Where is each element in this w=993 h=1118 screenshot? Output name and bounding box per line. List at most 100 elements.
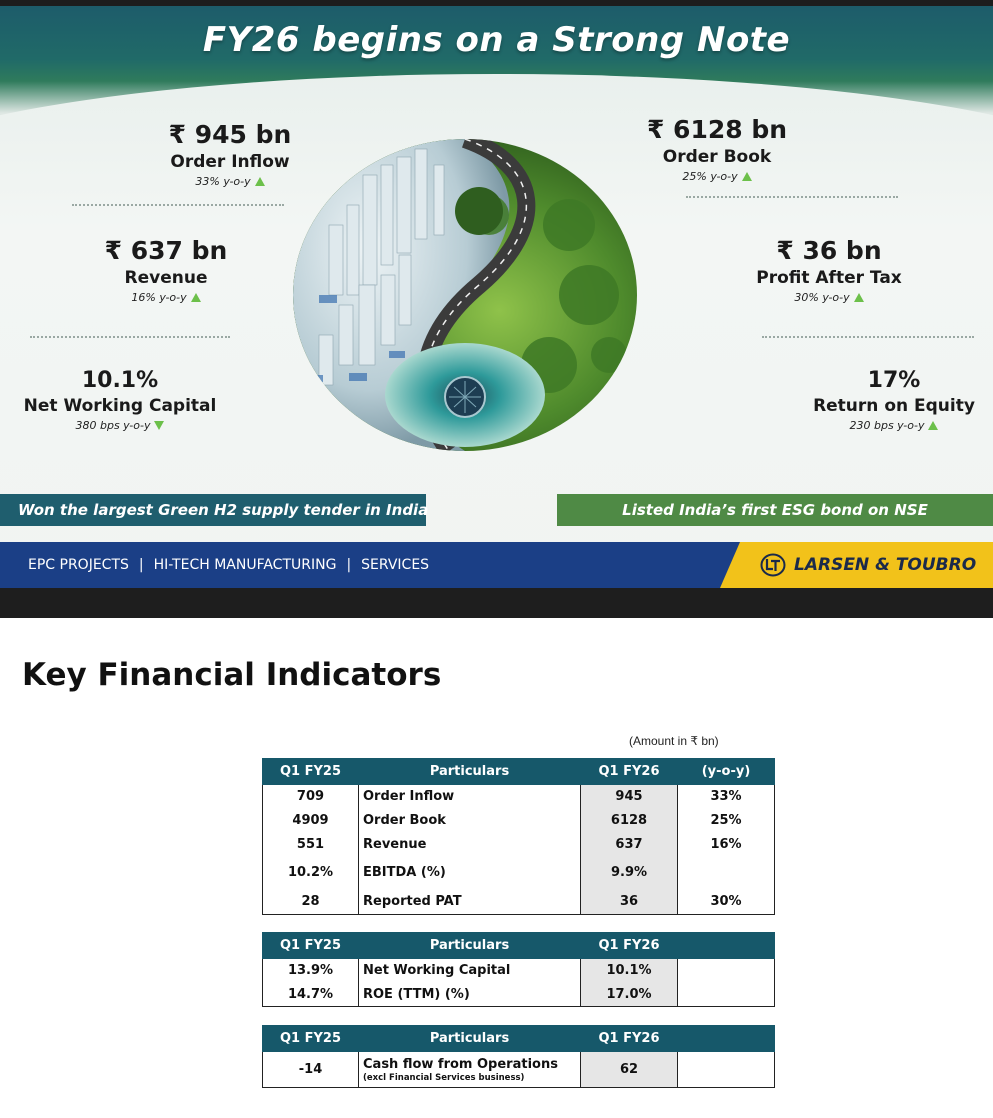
callout-green-h2: Won the largest Green H2 supply tender i…: [0, 494, 428, 526]
cell: Revenue: [358, 832, 581, 857]
cell: 62: [580, 1051, 678, 1088]
table-row: 551 Revenue 637 16%: [262, 832, 775, 857]
arrow-up-icon: [190, 293, 201, 302]
divider: [762, 336, 974, 338]
cell: 17.0%: [580, 982, 678, 1007]
arrow-up-icon: [741, 172, 752, 181]
column-header: (y-o-y): [677, 758, 775, 785]
divider: [72, 204, 284, 206]
callout-esg-bond: Listed India’s first ESG bond on NSE: [557, 494, 993, 526]
table-header-row: Q1 FY25 Particulars Q1 FY26: [262, 932, 775, 959]
order-book-value: ₹ 6128 bn: [646, 115, 788, 144]
cell: Order Book: [358, 808, 581, 833]
arrow-up-icon: [254, 177, 265, 186]
cell: Net Working Capital: [358, 958, 581, 983]
cell: [677, 856, 775, 889]
financial-table-cash-flow: Q1 FY25 Particulars Q1 FY26 -14 Cash flo…: [262, 1025, 775, 1088]
column-header: Q1 FY26: [580, 758, 678, 785]
cell: Order Inflow: [358, 784, 581, 809]
financial-table-performance: Q1 FY25 Particulars Q1 FY26 (y-o-y) 709 …: [262, 758, 775, 915]
column-header: Q1 FY25: [262, 932, 359, 959]
cell: 6128: [580, 808, 678, 833]
column-header: [677, 932, 775, 959]
cell: EBITDA (%): [358, 856, 581, 889]
column-header: Q1 FY25: [262, 758, 359, 785]
banner-title: FY26 begins on a Strong Note: [202, 20, 791, 60]
cell: 30%: [677, 888, 775, 915]
cell: 33%: [677, 784, 775, 809]
cell: 709: [262, 784, 359, 809]
results-banner: FY26 begins on a Strong Note: [0, 0, 993, 618]
lt-logo-icon: [760, 553, 786, 577]
cell: 9.9%: [580, 856, 678, 889]
business-segments: EPC PROJECTS | HI-TECH MANUFACTURING | SERVI…: [28, 557, 430, 573]
cell: 4909: [262, 808, 359, 833]
order-inflow-change: 33% y-o-y: [160, 175, 300, 188]
cell: 14.7%: [262, 982, 359, 1007]
profit-after-tax-label: Profit After Tax: [756, 268, 902, 288]
cash-flow-label: Cash flow from Operations: [363, 1056, 558, 1072]
banner-top-strip: [0, 0, 993, 6]
column-header: Particulars: [358, 1025, 581, 1052]
metric-net-working-capital: 10.1% Net Working Capital 380 bps y-o-y: [22, 368, 218, 432]
column-header: Q1 FY26: [580, 1025, 678, 1052]
financial-table-ratios: Q1 FY25 Particulars Q1 FY26 13.9% Net Wo…: [262, 932, 775, 1007]
arrow-up-icon: [853, 293, 864, 302]
table-row: 13.9% Net Working Capital 10.1%: [262, 958, 775, 983]
cell: 16%: [677, 832, 775, 857]
order-inflow-label: Order Inflow: [170, 152, 290, 172]
metric-return-on-equity: 17% Return on Equity 230 bps y-o-y: [806, 368, 982, 432]
net-working-capital-value: 10.1%: [81, 368, 159, 393]
column-header: Particulars: [358, 758, 581, 785]
section-title: Key Financial Indicators: [22, 657, 442, 693]
amount-note: (Amount in ₹ bn): [629, 734, 719, 748]
return-on-equity-change: 230 bps y-o-y: [806, 419, 982, 432]
cell: [677, 982, 775, 1007]
cell: 36: [580, 888, 678, 915]
net-working-capital-label: Net Working Capital: [23, 396, 217, 416]
table-header-row: Q1 FY25 Particulars Q1 FY26 (y-o-y): [262, 758, 775, 785]
segment-hi-tech-manufacturing: HI-TECH MANUFACTURING: [153, 557, 337, 573]
order-book-change: 25% y-o-y: [632, 170, 802, 183]
brand-block: LARSEN & TOUBRO: [720, 542, 993, 588]
cell: [677, 958, 775, 983]
order-book-label: Order Book: [662, 147, 772, 167]
table-row: 4909 Order Book 6128 25%: [262, 808, 775, 833]
banner-footer: EPC PROJECTS | HI-TECH MANUFACTURING | SERVI…: [0, 542, 993, 588]
table-row: 14.7% ROE (TTM) (%) 17.0%: [262, 982, 775, 1007]
city-forest-yin-yang-globe-icon: [293, 139, 637, 451]
revenue-change: 16% y-o-y: [96, 291, 236, 304]
segment-services: SERVICES: [361, 557, 430, 573]
divider: [30, 336, 230, 338]
table-row: -14 Cash flow from Operations (excl Fina…: [262, 1051, 775, 1088]
cell: Cash flow from Operations (excl Financia…: [358, 1051, 581, 1088]
cash-flow-note: (excl Financial Services business): [363, 1072, 525, 1083]
segment-epc-projects: EPC PROJECTS: [28, 557, 129, 573]
cell: 25%: [677, 808, 775, 833]
cell: -14: [262, 1051, 359, 1088]
cell: 637: [580, 832, 678, 857]
revenue-value: ₹ 637 bn: [104, 236, 228, 265]
table-row: 709 Order Inflow 945 33%: [262, 784, 775, 809]
cell: [677, 1051, 775, 1088]
table-header-row: Q1 FY25 Particulars Q1 FY26: [262, 1025, 775, 1052]
profit-after-tax-value: ₹ 36 bn: [776, 236, 882, 265]
net-working-capital-change: 380 bps y-o-y: [22, 419, 218, 432]
column-header: Q1 FY25: [262, 1025, 359, 1052]
arrow-down-icon: [154, 421, 165, 430]
metric-order-inflow: ₹ 945 bn Order Inflow 33% y-o-y: [160, 120, 300, 188]
cell: Reported PAT: [358, 888, 581, 915]
cell: 10.2%: [262, 856, 359, 889]
cell: 945: [580, 784, 678, 809]
column-header: [677, 1025, 775, 1052]
return-on-equity-label: Return on Equity: [813, 396, 975, 416]
revenue-label: Revenue: [124, 268, 208, 288]
banner-bottom-strip: [0, 588, 993, 618]
cell: 13.9%: [262, 958, 359, 983]
profit-after-tax-change: 30% y-o-y: [754, 291, 904, 304]
table-row: 10.2% EBITDA (%) 9.9%: [262, 856, 775, 889]
brand-name: LARSEN & TOUBRO: [794, 555, 977, 575]
cell: 10.1%: [580, 958, 678, 983]
cell: 551: [262, 832, 359, 857]
column-header: Q1 FY26: [580, 932, 678, 959]
